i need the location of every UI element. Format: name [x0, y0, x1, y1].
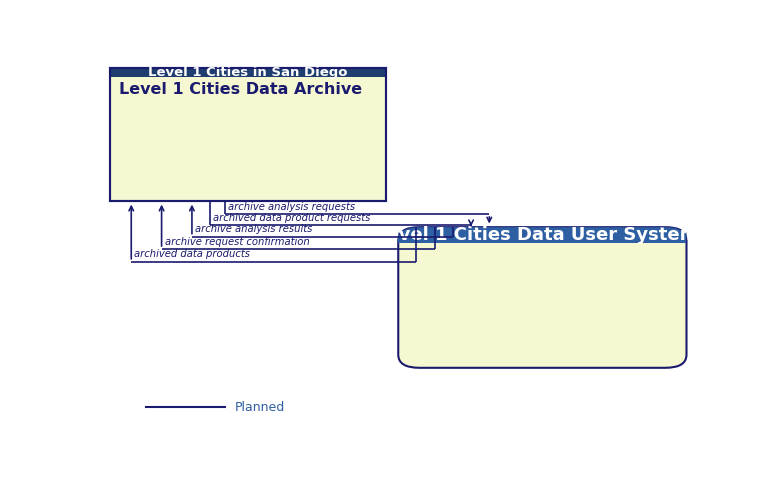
Bar	[399, 235, 687, 243]
Text: archive analysis requests: archive analysis requests	[229, 202, 355, 212]
Text: archive request confirmation: archive request confirmation	[164, 237, 309, 247]
Text: Level 1 Cities Data User Systems: Level 1 Cities Data User Systems	[375, 226, 709, 244]
Text: archive analysis results: archive analysis results	[195, 225, 312, 234]
Text: archived data products: archived data products	[135, 249, 251, 260]
Text: Planned: Planned	[234, 401, 285, 413]
Bar	[110, 68, 386, 201]
Text: Level 1 Cities Data Archive: Level 1 Cities Data Archive	[119, 82, 363, 96]
FancyBboxPatch shape	[399, 227, 687, 243]
Bar	[110, 68, 386, 201]
Bar	[110, 68, 386, 77]
Text: archived data product requests: archived data product requests	[213, 213, 370, 223]
FancyBboxPatch shape	[399, 227, 687, 368]
Text: Level 1 Cities in San Diego: Level 1 Cities in San Diego	[148, 66, 348, 79]
